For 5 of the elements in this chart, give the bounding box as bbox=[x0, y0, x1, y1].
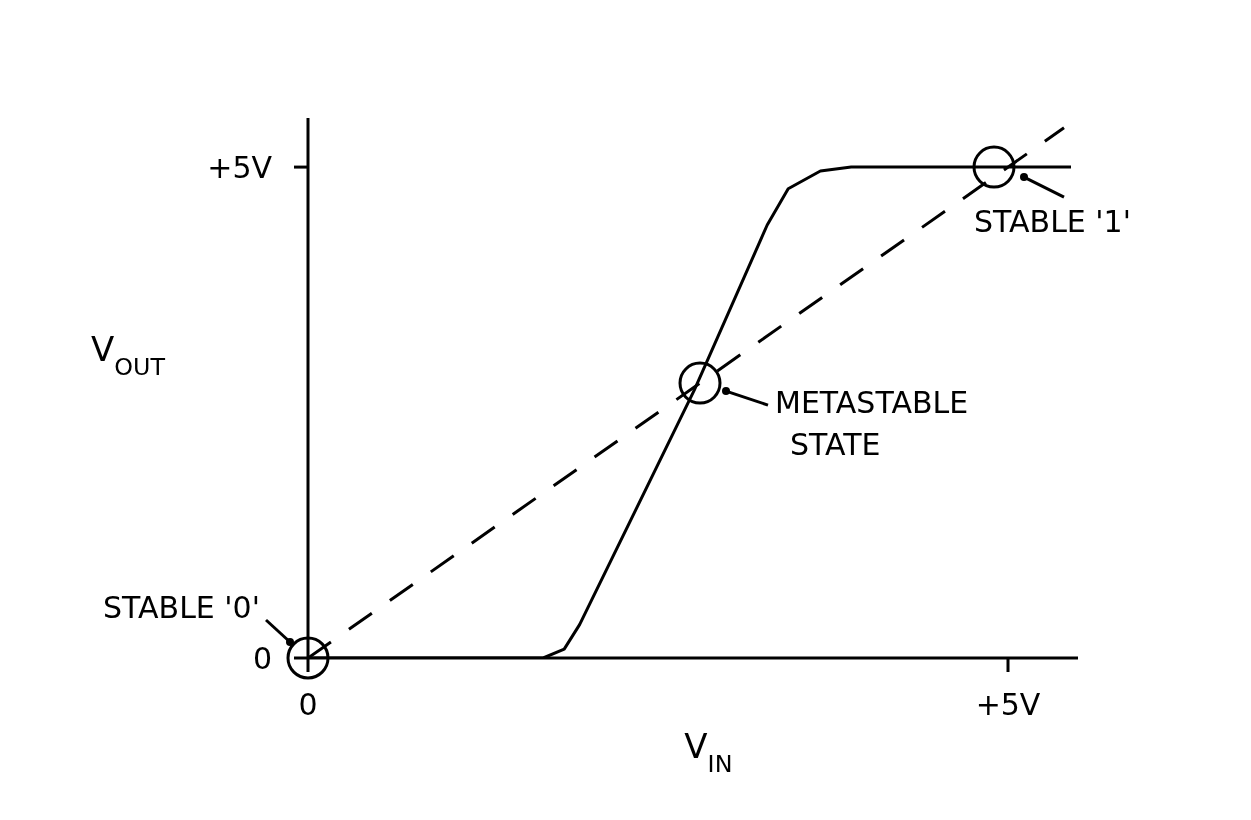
y-axis-title: V$_{OUT}$ bbox=[91, 329, 166, 381]
annotation: METASTABLE STATE bbox=[775, 385, 969, 463]
annotation: STABLE '0' bbox=[103, 590, 260, 625]
x-axis-title: V$_{IN}$ bbox=[684, 726, 733, 778]
annotation: STABLE '1' bbox=[974, 204, 1131, 240]
